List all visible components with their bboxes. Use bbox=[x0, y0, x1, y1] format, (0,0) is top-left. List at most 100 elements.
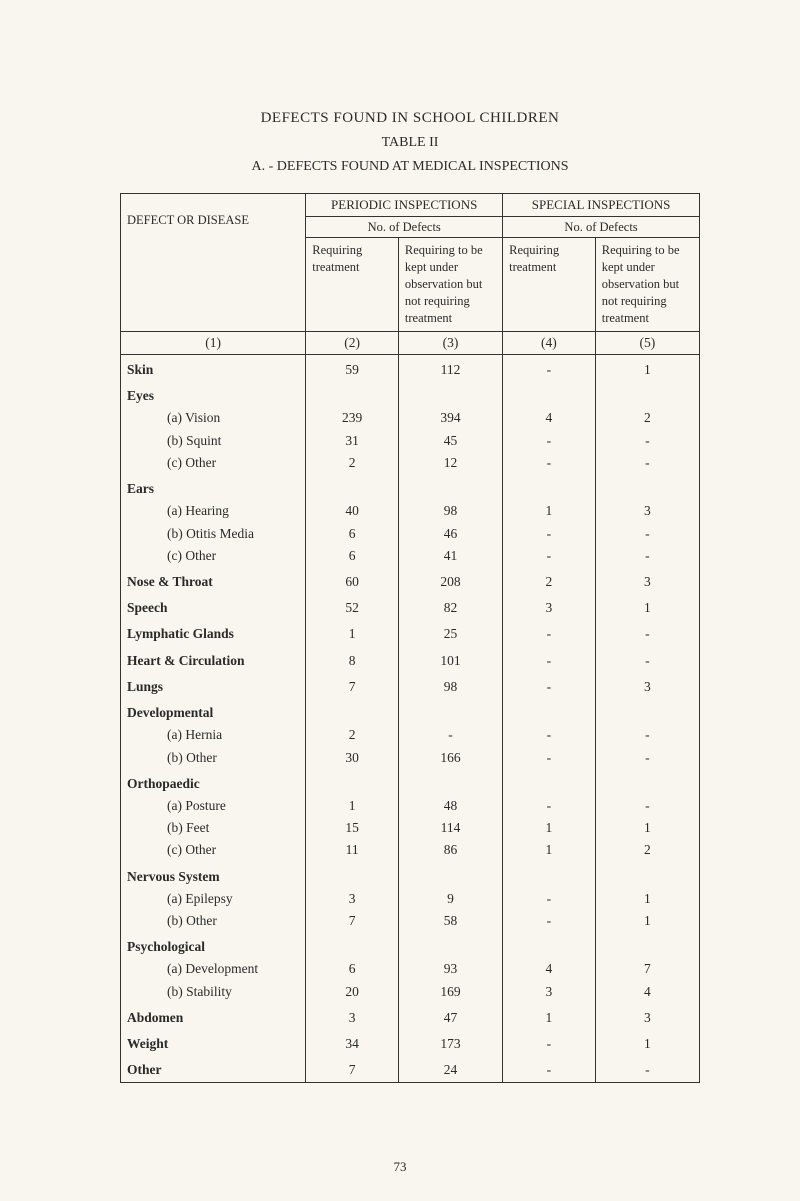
table-row: Skin59112-1 bbox=[121, 355, 700, 382]
header-col4: Requiring treatment bbox=[503, 238, 596, 331]
row-label: Ears bbox=[121, 474, 306, 500]
row-label: (c) Other bbox=[121, 839, 306, 861]
cell: 2 bbox=[595, 407, 699, 429]
cell: 114 bbox=[398, 817, 502, 839]
cell: 41 bbox=[398, 545, 502, 567]
cell: 208 bbox=[398, 567, 502, 593]
cell: 1 bbox=[503, 1003, 596, 1029]
cell: 24 bbox=[398, 1055, 502, 1082]
cell: 4 bbox=[503, 958, 596, 980]
cell bbox=[398, 474, 502, 500]
cell: 8 bbox=[306, 646, 399, 672]
table-row: Nose & Throat6020823 bbox=[121, 567, 700, 593]
row-label: (b) Stability bbox=[121, 981, 306, 1003]
row-label: Weight bbox=[121, 1029, 306, 1055]
table-row: Orthopaedic bbox=[121, 769, 700, 795]
cell: 11 bbox=[306, 839, 399, 861]
cell: 1 bbox=[503, 500, 596, 522]
row-label: (a) Hernia bbox=[121, 724, 306, 746]
row-label: Psychological bbox=[121, 932, 306, 958]
cell: 6 bbox=[306, 958, 399, 980]
cell bbox=[306, 862, 399, 888]
cell bbox=[503, 862, 596, 888]
cell: - bbox=[503, 910, 596, 932]
table-row: Psychological bbox=[121, 932, 700, 958]
cell: 7 bbox=[595, 958, 699, 980]
cell: - bbox=[595, 795, 699, 817]
table-row: Developmental bbox=[121, 698, 700, 724]
cell: - bbox=[503, 430, 596, 452]
table-row: Eyes bbox=[121, 381, 700, 407]
cell: - bbox=[398, 724, 502, 746]
cell: 1 bbox=[306, 795, 399, 817]
cell: - bbox=[503, 1055, 596, 1082]
cell: 7 bbox=[306, 672, 399, 698]
cell: 3 bbox=[503, 981, 596, 1003]
table-row: (b) Squint3145-- bbox=[121, 430, 700, 452]
header-defect-disease: DEFECT OR DISEASE bbox=[121, 194, 306, 332]
header-special-defects: No. of Defects bbox=[503, 216, 700, 238]
cell: - bbox=[503, 355, 596, 382]
header-col2: Requiring treatment bbox=[306, 238, 399, 331]
row-label: (b) Otitis Media bbox=[121, 523, 306, 545]
cell: - bbox=[503, 452, 596, 474]
row-label: (a) Epilepsy bbox=[121, 888, 306, 910]
table-row: (a) Hernia2--- bbox=[121, 724, 700, 746]
cell bbox=[503, 474, 596, 500]
cell: - bbox=[503, 545, 596, 567]
cell bbox=[503, 698, 596, 724]
cell: 86 bbox=[398, 839, 502, 861]
cell bbox=[306, 474, 399, 500]
cell: 34 bbox=[306, 1029, 399, 1055]
cell: 20 bbox=[306, 981, 399, 1003]
cell: 2 bbox=[306, 452, 399, 474]
table-row: (a) Vision23939442 bbox=[121, 407, 700, 429]
table-row: Lymphatic Glands125-- bbox=[121, 619, 700, 645]
row-label: (a) Vision bbox=[121, 407, 306, 429]
cell: - bbox=[503, 747, 596, 769]
colnum-2: (2) bbox=[306, 331, 399, 354]
row-label: Speech bbox=[121, 593, 306, 619]
cell: 3 bbox=[503, 593, 596, 619]
cell: 3 bbox=[595, 567, 699, 593]
cell: 45 bbox=[398, 430, 502, 452]
cell: - bbox=[503, 619, 596, 645]
cell: - bbox=[595, 747, 699, 769]
cell: - bbox=[503, 724, 596, 746]
cell: - bbox=[595, 724, 699, 746]
cell: 93 bbox=[398, 958, 502, 980]
row-label: (c) Other bbox=[121, 545, 306, 567]
row-label: (b) Squint bbox=[121, 430, 306, 452]
table-row: (b) Other30166-- bbox=[121, 747, 700, 769]
title-sub: TABLE II bbox=[120, 135, 700, 151]
cell bbox=[503, 381, 596, 407]
cell bbox=[398, 698, 502, 724]
cell: - bbox=[595, 1055, 699, 1082]
cell: - bbox=[595, 452, 699, 474]
cell: 173 bbox=[398, 1029, 502, 1055]
cell: 3 bbox=[306, 1003, 399, 1029]
cell bbox=[398, 862, 502, 888]
table-row: Speech528231 bbox=[121, 593, 700, 619]
defects-table: DEFECT OR DISEASE PERIODIC INSPECTIONS S… bbox=[120, 193, 700, 1083]
cell: 25 bbox=[398, 619, 502, 645]
title-section: A. - DEFECTS FOUND AT MEDICAL INSPECTION… bbox=[120, 159, 700, 175]
cell: 98 bbox=[398, 500, 502, 522]
cell bbox=[398, 932, 502, 958]
cell: 40 bbox=[306, 500, 399, 522]
row-label: Nose & Throat bbox=[121, 567, 306, 593]
cell: 7 bbox=[306, 910, 399, 932]
cell: - bbox=[503, 523, 596, 545]
cell: - bbox=[503, 646, 596, 672]
table-row: (a) Posture148-- bbox=[121, 795, 700, 817]
cell: 2 bbox=[306, 724, 399, 746]
colnum-3: (3) bbox=[398, 331, 502, 354]
cell bbox=[595, 698, 699, 724]
table-row: (b) Stability2016934 bbox=[121, 981, 700, 1003]
cell: 48 bbox=[398, 795, 502, 817]
table-row: (a) Development69347 bbox=[121, 958, 700, 980]
row-label: Skin bbox=[121, 355, 306, 382]
cell: 1 bbox=[595, 888, 699, 910]
cell: 1 bbox=[595, 817, 699, 839]
cell: 3 bbox=[595, 672, 699, 698]
